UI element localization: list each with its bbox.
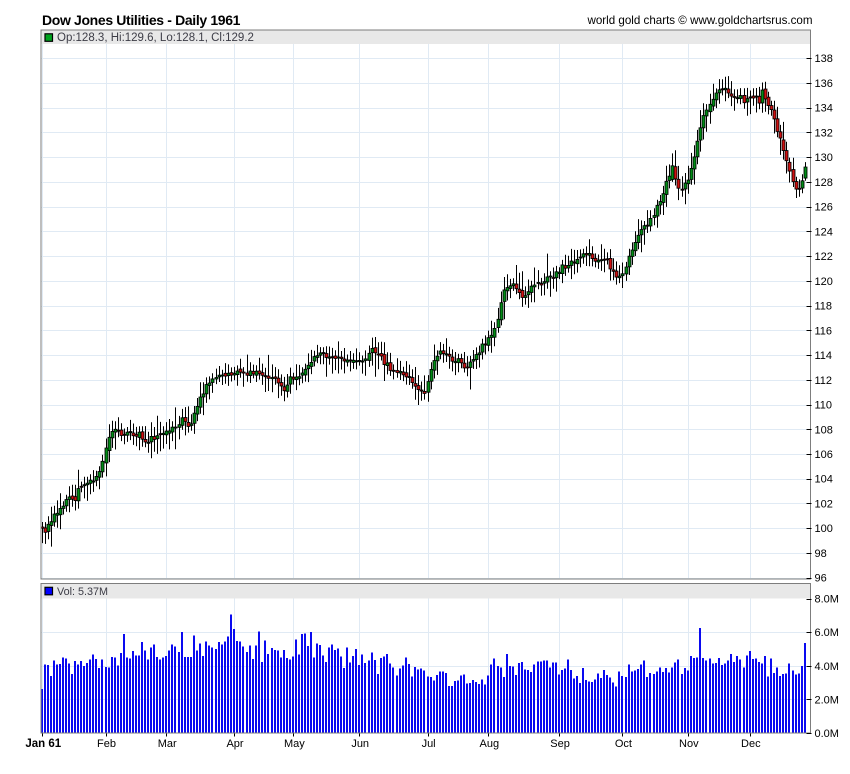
svg-text:122: 122	[815, 251, 833, 263]
svg-text:132: 132	[815, 127, 833, 139]
svg-text:Oct: Oct	[615, 738, 632, 750]
svg-text:Dow Jones Utilities - Daily 19: Dow Jones Utilities - Daily 1961	[42, 12, 241, 28]
svg-text:130: 130	[815, 152, 833, 164]
svg-text:136: 136	[815, 78, 833, 90]
svg-text:106: 106	[815, 449, 833, 461]
svg-text:124: 124	[815, 226, 833, 238]
svg-text:110: 110	[815, 400, 833, 412]
svg-text:118: 118	[815, 301, 833, 313]
svg-text:Vol: 5.37M: Vol: 5.37M	[57, 586, 108, 598]
svg-text:2.0M: 2.0M	[815, 694, 839, 706]
svg-text:112: 112	[815, 375, 833, 387]
svg-text:Feb: Feb	[97, 738, 116, 750]
svg-text:120: 120	[815, 276, 833, 288]
svg-text:Jan 61: Jan 61	[25, 738, 61, 750]
svg-text:114: 114	[815, 350, 833, 362]
svg-text:Op:128.3, Hi:129.6, Lo:128.1,: Op:128.3, Hi:129.6, Lo:128.1, Cl:129.2	[57, 32, 254, 44]
svg-text:May: May	[284, 738, 305, 750]
svg-text:96: 96	[815, 573, 827, 585]
svg-text:116: 116	[815, 325, 833, 337]
svg-text:Jul: Jul	[422, 738, 436, 750]
svg-text:Dec: Dec	[741, 738, 761, 750]
svg-text:134: 134	[815, 103, 833, 115]
svg-text:Jun: Jun	[351, 738, 369, 750]
svg-text:world gold charts © www.goldch: world gold charts © www.goldchartsrus.co…	[586, 14, 812, 27]
svg-text:Aug: Aug	[480, 738, 500, 750]
svg-text:0.0M: 0.0M	[815, 728, 839, 740]
svg-text:6.0M: 6.0M	[815, 627, 839, 639]
svg-text:100: 100	[815, 523, 833, 535]
svg-text:Mar: Mar	[158, 738, 177, 750]
svg-text:8.0M: 8.0M	[815, 594, 839, 606]
svg-text:Apr: Apr	[226, 738, 243, 750]
svg-text:108: 108	[815, 424, 833, 436]
svg-text:104: 104	[815, 474, 833, 486]
svg-text:126: 126	[815, 202, 833, 214]
svg-text:128: 128	[815, 177, 833, 189]
svg-text:4.0M: 4.0M	[815, 661, 839, 673]
svg-text:102: 102	[815, 499, 833, 511]
svg-text:98: 98	[815, 548, 827, 560]
svg-text:138: 138	[815, 53, 833, 65]
svg-text:Nov: Nov	[679, 738, 699, 750]
svg-text:Sep: Sep	[550, 738, 570, 750]
